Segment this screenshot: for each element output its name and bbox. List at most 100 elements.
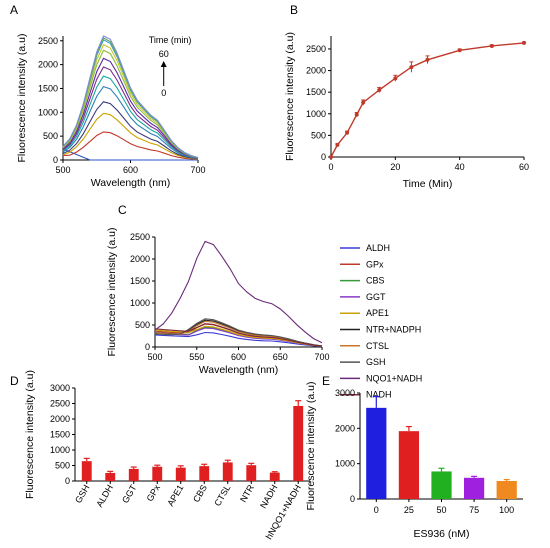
data-point xyxy=(361,100,366,105)
y-tick-label: 2000 xyxy=(130,254,150,264)
data-point xyxy=(335,142,340,147)
y-axis-label: Fluorescence intensity (a.u) xyxy=(284,32,296,161)
data-point xyxy=(393,76,398,81)
y-tick-label: 2000 xyxy=(38,60,58,70)
panel-letter: B xyxy=(290,3,298,17)
x-tick-label: ALDH xyxy=(94,483,115,509)
annotation-title: Time (min) xyxy=(149,35,192,45)
y-tick-label: 3000 xyxy=(335,388,355,398)
x-tick-label: 500 xyxy=(55,165,70,175)
x-tick-label: 700 xyxy=(314,352,329,362)
x-tick-label: 500 xyxy=(147,352,162,362)
x-axis-label: Time (Min) xyxy=(403,178,453,190)
bar xyxy=(463,477,485,499)
y-tick-label: 0 xyxy=(350,494,355,504)
x-tick-label: 0 xyxy=(328,162,333,172)
x-axis-label: Wavelength (nm) xyxy=(199,364,279,376)
spectrum-line xyxy=(62,39,199,159)
y-tick-label: 500 xyxy=(135,320,150,330)
y-tick-label: 2500 xyxy=(38,36,58,46)
spectrum-line-nqo1-nadh xyxy=(154,240,323,344)
x-tick-label: 50 xyxy=(436,505,446,515)
y-tick-label: 1000 xyxy=(130,298,150,308)
annotation-top: 60 xyxy=(159,49,169,59)
x-tick-label: 700 xyxy=(190,165,205,175)
x-tick-label: 25 xyxy=(404,505,414,515)
spectrum-line-nadh xyxy=(154,323,323,347)
y-tick-label: 1500 xyxy=(38,83,58,93)
data-point xyxy=(489,43,494,48)
legend-label: CTSL xyxy=(366,341,389,351)
y-tick-label: 0 xyxy=(53,155,58,165)
x-tick-label: CTSL xyxy=(212,483,232,508)
spectrum-line xyxy=(62,85,199,160)
bar xyxy=(105,472,116,481)
data-point xyxy=(345,130,350,135)
x-tick-label: 40 xyxy=(455,162,465,172)
bar xyxy=(366,407,387,499)
x-tick-label: 600 xyxy=(123,165,138,175)
x-tick-label: 600 xyxy=(231,352,246,362)
x-tick-label: GPx xyxy=(145,483,163,504)
y-tick-label: 1500 xyxy=(50,430,70,440)
x-axis-label: ES936 (nM) xyxy=(413,528,469,540)
spectrum-line-aldh xyxy=(154,331,323,347)
bar xyxy=(199,466,210,481)
legend-label: GPx xyxy=(366,259,384,269)
y-tick-label: 2500 xyxy=(50,399,70,409)
x-tick-label: NADH xyxy=(258,483,279,510)
legend-label: CBS xyxy=(366,276,385,286)
y-axis-label: Fluorescence intensity (a.u) xyxy=(106,228,118,357)
y-tick-label: 1500 xyxy=(306,87,326,97)
y-tick-label: 500 xyxy=(55,461,70,471)
bar xyxy=(398,431,420,499)
data-point xyxy=(457,48,462,53)
x-tick-label: 75 xyxy=(469,505,479,515)
spectrum-line xyxy=(62,101,199,160)
time-course-line xyxy=(330,42,525,158)
data-point xyxy=(354,112,359,117)
y-tick-label: 1000 xyxy=(50,445,70,455)
y-tick-label: 2000 xyxy=(50,414,70,424)
x-tick-label: 20 xyxy=(390,162,400,172)
x-tick-label: 550 xyxy=(189,352,204,362)
panel-letter: C xyxy=(118,203,127,217)
y-tick-label: 1500 xyxy=(130,276,150,286)
x-axis-label: Wavelength (nm) xyxy=(91,177,171,189)
legend-label: NTR+NADPH xyxy=(366,325,421,335)
x-tick-label: CBS xyxy=(191,483,209,504)
bar xyxy=(431,471,452,499)
data-point xyxy=(522,40,526,45)
bar xyxy=(246,465,257,481)
y-tick-label: 2500 xyxy=(130,232,150,242)
spectrum-line xyxy=(62,131,199,160)
legend-label: NADH xyxy=(366,390,392,400)
panel-b-chart: 0 500 1000 1500 2000 2500 0 20 40 60 Time (Min) Flu… xyxy=(284,3,529,190)
panel-d-chart: 0 500 1000 1500 2000 2500 3000 Fluorescence int… xyxy=(10,370,310,541)
y-tick-label: 0 xyxy=(65,476,70,486)
x-tick-label: 0 xyxy=(374,505,379,515)
bar xyxy=(175,467,186,481)
x-tick-label: 650 xyxy=(273,352,288,362)
legend-label: GSH xyxy=(366,357,386,367)
x-tick-label: APE1 xyxy=(165,483,185,508)
spectrum-line xyxy=(62,57,199,159)
x-tick-label: 100 xyxy=(499,505,514,515)
annotation-bottom: 0 xyxy=(161,88,166,98)
data-point xyxy=(425,57,430,62)
bar xyxy=(269,472,280,481)
y-tick-label: 2000 xyxy=(335,423,355,433)
y-axis-label: Fluorescence intensity (a.u) xyxy=(305,382,317,511)
y-tick-label: 1000 xyxy=(38,107,58,117)
x-tick-label: 60 xyxy=(519,162,529,172)
spectrum-line xyxy=(62,112,199,160)
spectrum-line xyxy=(62,66,199,159)
legend-label: APE1 xyxy=(366,308,389,318)
bar xyxy=(496,480,517,499)
spectrum-line xyxy=(62,35,199,159)
y-tick-label: 2000 xyxy=(306,66,326,76)
